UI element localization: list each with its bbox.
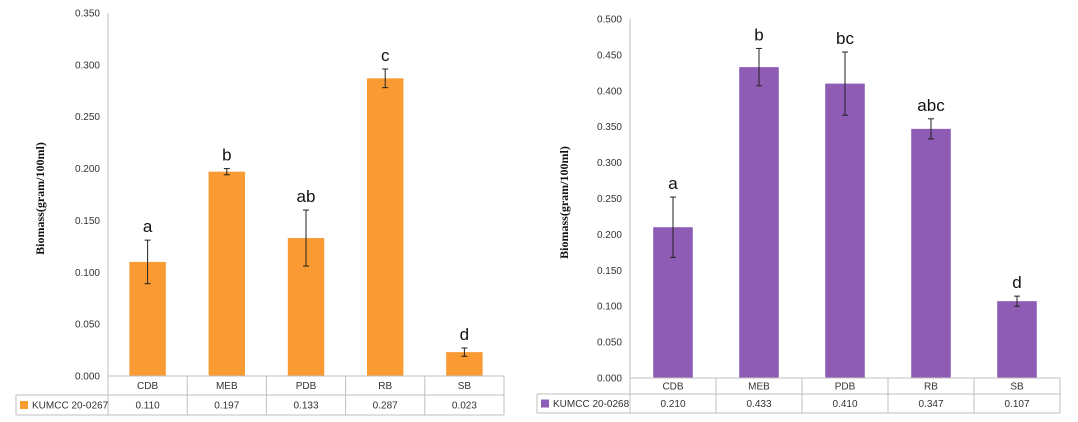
- y-tick-label: 0.150: [75, 216, 100, 227]
- value-label: 0.433: [746, 399, 771, 410]
- value-label: 0.110: [135, 401, 160, 412]
- y-tick-label: 0.200: [75, 164, 100, 175]
- value-label: 0.210: [660, 399, 685, 410]
- y-tick-label: 0.050: [75, 320, 100, 331]
- bar-meb: [739, 67, 779, 378]
- legend-swatch: [541, 399, 549, 408]
- value-label: 0.410: [832, 399, 857, 410]
- error-bar: [1014, 295, 1020, 307]
- y-tick-label: 0.000: [75, 372, 100, 383]
- y-tick-label: 0.250: [597, 194, 622, 205]
- legend-swatch: [20, 401, 28, 409]
- x-category-label: RB: [378, 381, 392, 392]
- y-tick-label: 0.050: [597, 338, 622, 349]
- y-tick-label: 0.300: [75, 60, 100, 71]
- error-bar: [928, 118, 934, 140]
- y-tick-label: 0.250: [75, 112, 100, 123]
- data-table: CDB 0.110 MEB 0.197 PDB 0.133 RB 0.287 SB 0.023 KU…: [15, 375, 505, 416]
- value-label: 0.197: [214, 401, 239, 412]
- bar-sb: [997, 301, 1037, 378]
- y-tick-label: 0.100: [75, 268, 100, 279]
- y-tick-label: 0.450: [597, 50, 622, 61]
- significance-letter: a: [668, 174, 678, 193]
- y-tick-label: 0.350: [75, 9, 100, 20]
- bar-pdb: [825, 83, 865, 379]
- significance-letter: ab: [297, 187, 316, 206]
- chart-1: 0.000 0.050 0.100 0.150 0.200 0.250 0.300 0.350…: [15, 9, 505, 416]
- error-bar: [461, 347, 468, 357]
- x-category-label: CDB: [137, 381, 158, 392]
- y-tick-label: 0.300: [597, 158, 622, 169]
- value-label: 0.023: [452, 401, 477, 412]
- bar-rb: [366, 78, 404, 376]
- x-category-label: RB: [924, 382, 938, 393]
- significance-letter: d: [1012, 273, 1021, 292]
- significance-letter: bc: [836, 29, 854, 48]
- significance-letter: d: [460, 325, 469, 344]
- error-bar: [382, 68, 389, 89]
- significance-letter: c: [381, 46, 390, 65]
- y-tick-label: 0.100: [597, 302, 622, 313]
- y-axis-label: Biomass(gram/100ml): [33, 142, 47, 255]
- y-tick-label: 0.350: [597, 122, 622, 133]
- error-bar: [303, 209, 309, 267]
- y-axis-label: Biomass(gram/100ml): [557, 146, 571, 259]
- error-bar: [756, 47, 762, 87]
- bar-rb: [911, 128, 951, 378]
- error-bar: [842, 51, 848, 116]
- x-category-label: PDB: [835, 382, 856, 393]
- value-label: 0.107: [1004, 399, 1029, 410]
- legend-series-name: KUMCC 20-0268: [553, 399, 630, 410]
- error-bar: [144, 239, 151, 285]
- significance-letter: b: [754, 25, 763, 44]
- value-label: 0.287: [373, 401, 398, 412]
- y-tick-label: 0.400: [597, 86, 622, 97]
- x-category-label: MEB: [748, 382, 770, 393]
- x-category-label: MEB: [216, 381, 238, 392]
- y-tick-label: 0.500: [597, 15, 622, 26]
- x-category-label: CDB: [662, 382, 683, 393]
- x-category-label: SB: [458, 381, 472, 392]
- bar-sb: [446, 352, 483, 376]
- x-category-label: PDB: [296, 381, 317, 392]
- significance-letter: b: [222, 146, 231, 165]
- value-label: 0.347: [918, 399, 943, 410]
- significance-letter: a: [143, 217, 153, 236]
- y-tick-label: 0.000: [597, 374, 622, 385]
- y-tick-label: 0.150: [597, 266, 622, 277]
- x-category-label: SB: [1010, 382, 1024, 393]
- significance-letter: abc: [917, 96, 945, 115]
- error-bar: [670, 196, 676, 258]
- chart-2: 0.000 0.050 0.100 0.150 0.200 0.250 0.300 0.350…: [536, 15, 1061, 414]
- value-label: 0.133: [293, 401, 318, 412]
- legend-series-name: KUMCC 20-0267: [32, 401, 109, 412]
- data-table: CDB 0.210 MEB 0.433 PDB 0.410 RB 0.347 SB 0.107 KU…: [536, 377, 1061, 414]
- bar-meb: [208, 171, 246, 376]
- y-tick-label: 0.200: [597, 230, 622, 241]
- error-bar: [223, 168, 230, 176]
